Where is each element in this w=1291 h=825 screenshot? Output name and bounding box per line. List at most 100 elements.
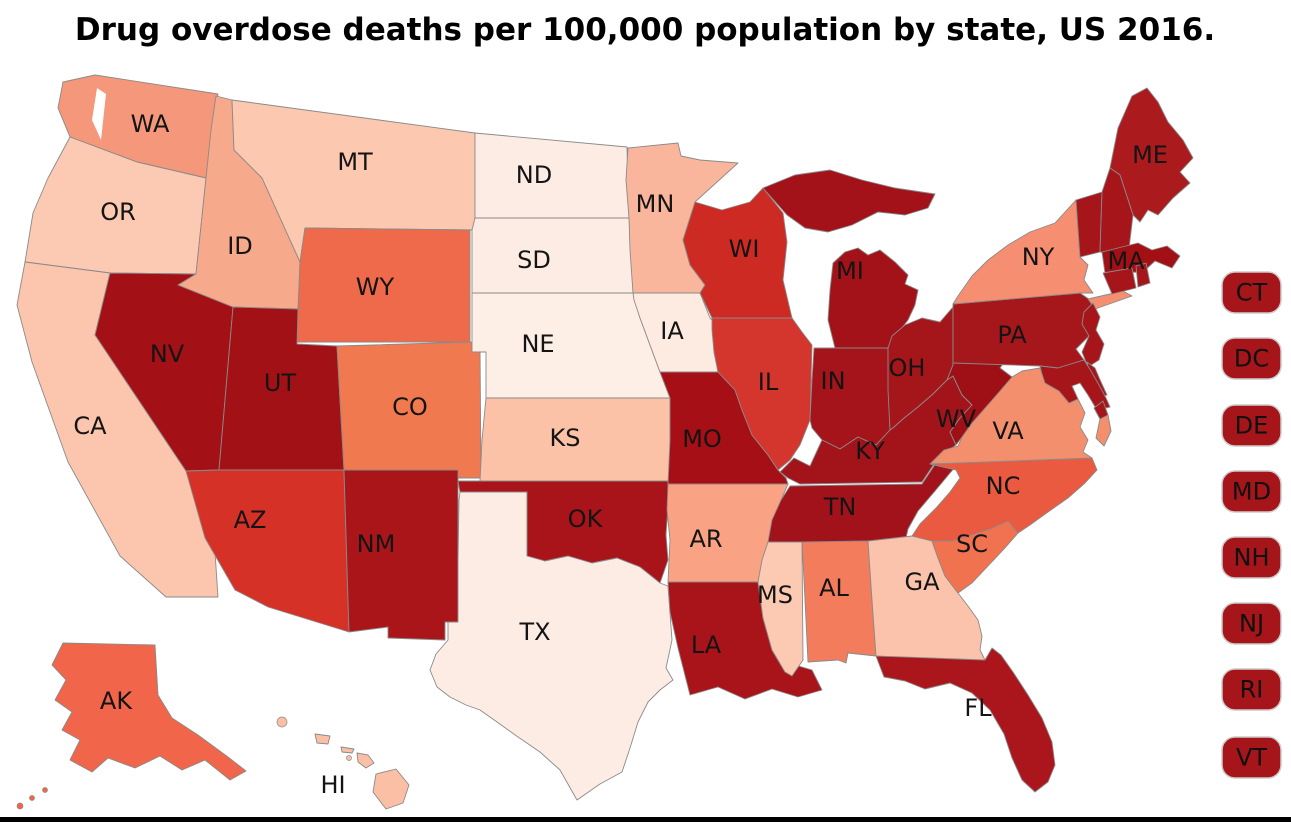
state-MD [1093, 400, 1109, 420]
legend-label-NH: NH [1234, 544, 1270, 572]
state-label-AL: AL [819, 574, 849, 602]
state-label-NC: NC [986, 472, 1021, 500]
state-AK [51, 642, 247, 781]
state-HI-island [346, 755, 352, 761]
state-label-ND: ND [516, 161, 552, 189]
state-label-WA: WA [131, 110, 170, 138]
water-details-layer [92, 88, 106, 140]
state-label-OR: OR [100, 198, 136, 226]
state-AK-island [29, 795, 35, 801]
state-label-MI: MI [836, 257, 864, 285]
state-label-MA: MA [1107, 247, 1145, 275]
state-label-SD: SD [517, 246, 551, 274]
state-WY [296, 227, 471, 343]
map-title: Drug overdose deaths per 100,000 populat… [75, 12, 1215, 48]
state-label-IN: IN [820, 367, 845, 395]
legend-box-CT [1221, 271, 1282, 314]
state-label-ME: ME [1132, 141, 1168, 169]
state-label-MN: MN [636, 190, 675, 218]
state-AL [801, 540, 877, 664]
state-label-OK: OK [568, 505, 604, 533]
state-label-HI: HI [320, 771, 345, 799]
state-label-KS: KS [550, 424, 581, 452]
state-label-AK: AK [100, 687, 133, 715]
state-NH [1099, 167, 1134, 258]
state-label-AZ: AZ [234, 506, 267, 534]
state-label-IL: IL [758, 368, 779, 396]
state-label-AR: AR [689, 525, 722, 553]
state-IN [809, 347, 891, 450]
state-NM [343, 469, 459, 641]
legend-box-DE [1221, 404, 1282, 447]
state-HI [372, 768, 410, 810]
state-label-CO: CO [392, 393, 428, 421]
state-label-NY: NY [1022, 243, 1055, 271]
state-VT [1075, 191, 1103, 258]
legend-label-RI: RI [1240, 676, 1264, 704]
legend-box-VT [1221, 736, 1282, 779]
state-AK-island [42, 787, 48, 793]
state-AK-island [16, 802, 24, 810]
legend-label-MD: MD [1232, 478, 1271, 506]
small-state-legend: CT DC DE MD NH NJ RI VT [1221, 271, 1282, 779]
state-FL [875, 647, 1056, 793]
state-label-VA: VA [992, 417, 1024, 445]
legend-box-RI [1221, 668, 1282, 711]
puget-sound-water [92, 88, 106, 140]
state-MI [827, 247, 919, 349]
state-NC [911, 457, 1098, 542]
state-label-WY: WY [356, 273, 395, 301]
state-SD [471, 217, 640, 294]
state-label-TX: TX [518, 618, 550, 646]
state-CT [1102, 267, 1137, 295]
state-TX [429, 491, 674, 801]
state-HI [340, 746, 355, 754]
state-label-PA: PA [997, 321, 1027, 349]
state-MS [757, 541, 804, 677]
legend-label-CT: CT [1236, 279, 1268, 307]
legend-label-VT: VT [1236, 744, 1267, 772]
state-label-MS: MS [757, 581, 793, 609]
state-label-NM: NM [357, 530, 396, 558]
state-labels-layer: WA OR CA NV ID MT WY UT CO AZ NM ND SD NE KS OK TX MN IA MO… [73, 110, 1168, 799]
state-RI [1135, 262, 1151, 288]
state-label-ID: ID [227, 232, 253, 260]
state-HI [356, 752, 375, 769]
state-label-MO: MO [682, 425, 722, 453]
state-ME [1109, 87, 1194, 223]
state-label-TN: TN [823, 493, 857, 521]
state-NJ [1081, 302, 1105, 368]
bottom-rule [0, 817, 1291, 822]
state-label-IA: IA [660, 317, 684, 345]
legend-box-NJ [1221, 602, 1282, 645]
state-label-NE: NE [521, 330, 554, 358]
state-label-WI: WI [729, 235, 760, 263]
legend-box-DC [1221, 337, 1282, 380]
state-label-OH: OH [889, 354, 926, 382]
state-MD [1039, 359, 1111, 411]
state-label-UT: UT [264, 369, 297, 397]
state-label-FL: FL [964, 694, 992, 722]
state-label-MT: MT [337, 148, 373, 176]
state-VA [1095, 414, 1112, 447]
state-label-CA: CA [73, 412, 107, 440]
state-label-SC: SC [956, 530, 988, 558]
legend-box-NH [1221, 536, 1282, 579]
state-label-GA: GA [904, 568, 940, 596]
states-layer [16, 74, 1194, 810]
legend-label-DC: DC [1234, 345, 1269, 373]
state-HI [314, 733, 331, 745]
state-WI [682, 187, 793, 319]
legend-label-NJ: NJ [1239, 610, 1264, 638]
state-label-WV: WV [936, 405, 977, 433]
state-label-NV: NV [150, 340, 185, 368]
state-MI [762, 169, 936, 233]
state-label-LA: LA [691, 631, 722, 659]
state-HI-island [276, 716, 288, 728]
legend-box-MD [1221, 470, 1282, 513]
legend-label-DE: DE [1235, 412, 1269, 440]
state-label-KY: KY [855, 437, 885, 465]
state-IL [711, 317, 813, 471]
